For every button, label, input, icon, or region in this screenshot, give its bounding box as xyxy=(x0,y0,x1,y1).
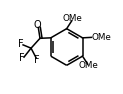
Text: OMe: OMe xyxy=(92,33,111,42)
Text: F: F xyxy=(18,39,24,49)
Text: O: O xyxy=(33,20,41,30)
Text: OMe: OMe xyxy=(62,14,82,24)
Text: OMe: OMe xyxy=(78,61,98,70)
Text: F: F xyxy=(19,53,25,63)
Text: F: F xyxy=(34,55,40,65)
